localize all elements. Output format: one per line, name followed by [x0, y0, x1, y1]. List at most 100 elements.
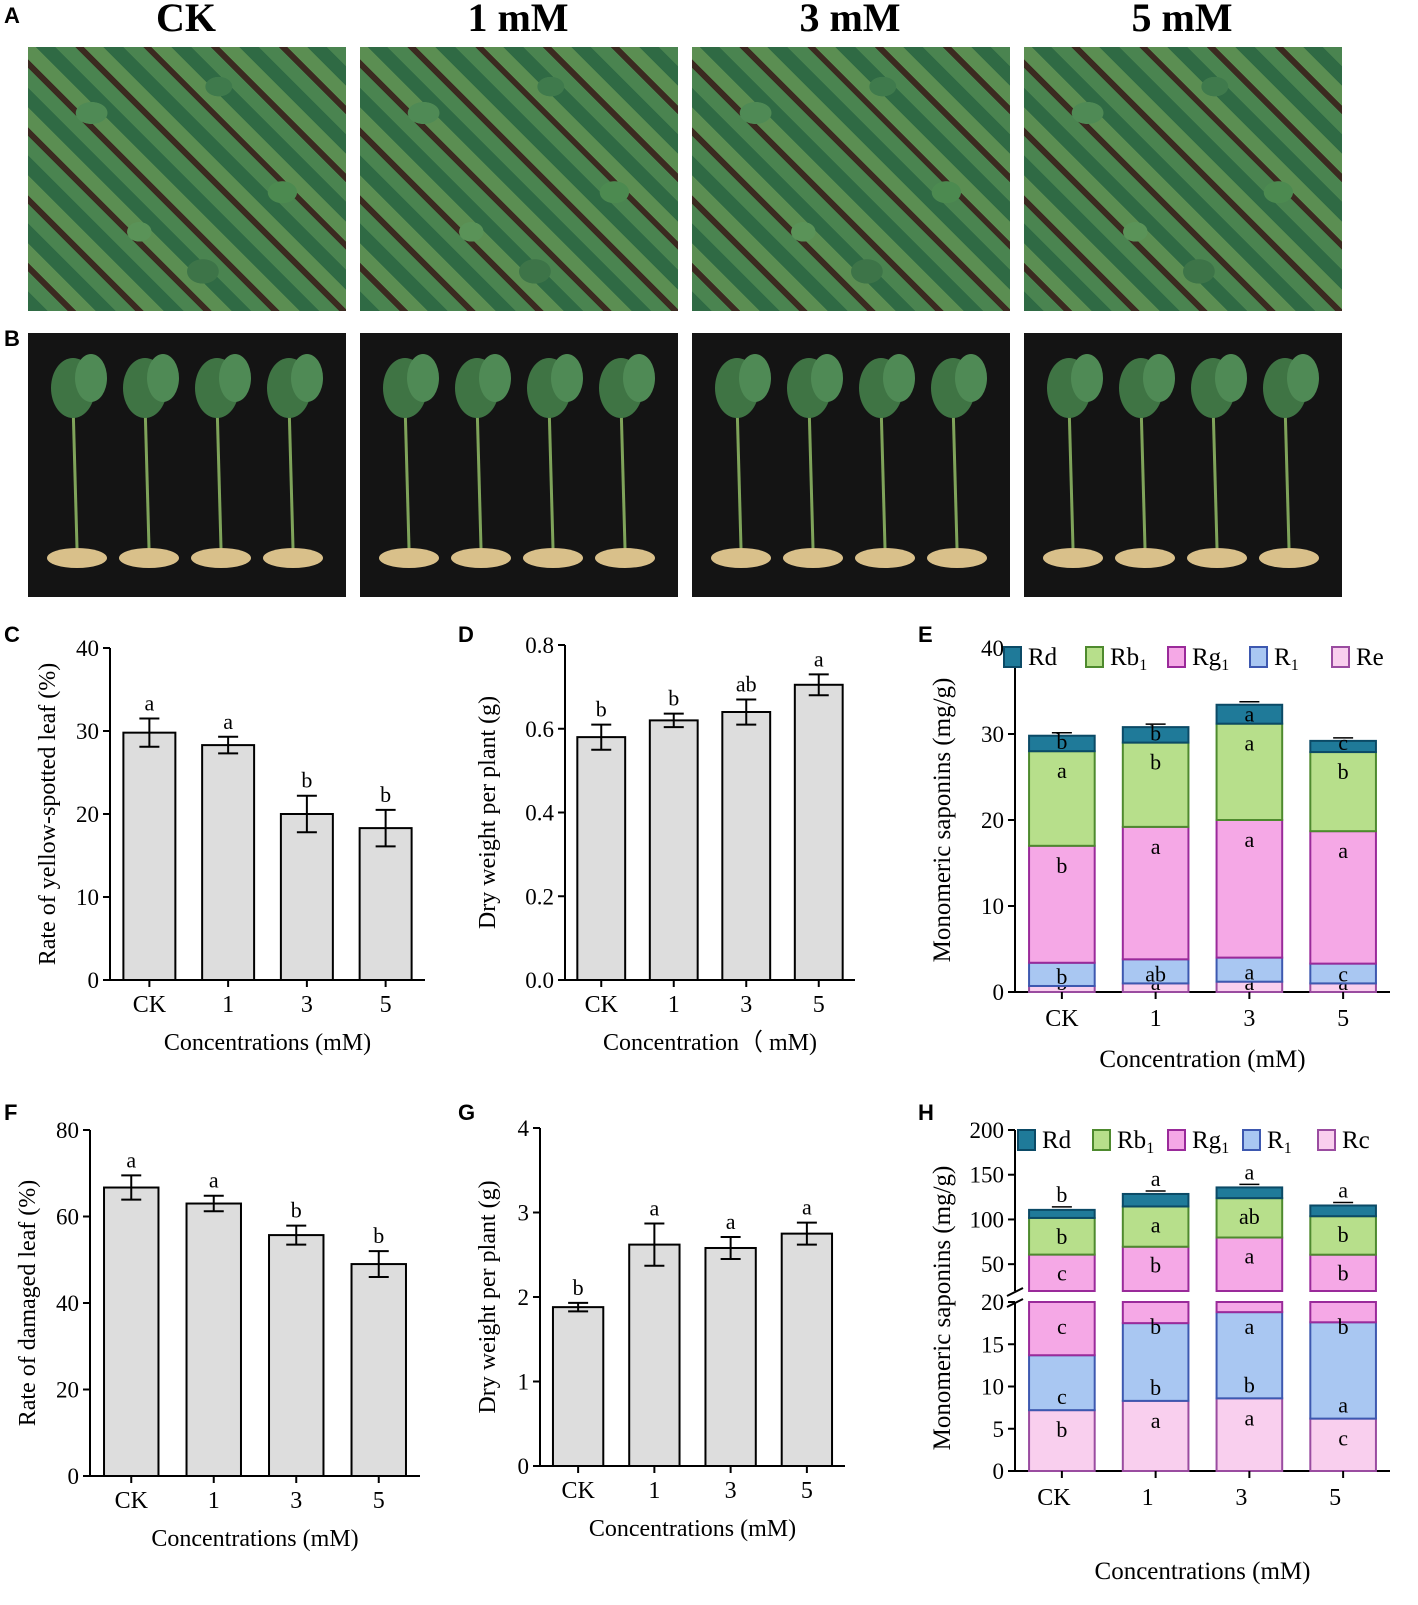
y-tick-label: 0 [88, 968, 100, 993]
plant-stem [403, 402, 411, 549]
bar [721, 711, 772, 981]
x-tick-label: CK [1045, 1006, 1079, 1032]
plant-stem [215, 402, 223, 549]
y-tick-label: 0.0 [525, 968, 554, 993]
x-tick-label: 1 [1150, 1006, 1162, 1032]
panel-letter-h: H [918, 1100, 934, 1125]
stack-segment [1028, 1208, 1096, 1219]
y-tick-label: 100 [970, 1207, 1005, 1232]
x-tick-label: 5 [373, 1488, 385, 1514]
legend-label: Re [1356, 644, 1384, 671]
x-tick-label: 1 [648, 1478, 660, 1504]
legend-swatch [1092, 1129, 1111, 1151]
significance-letter: b [1150, 1375, 1161, 1400]
significance-letter: a [1338, 1177, 1348, 1202]
y-tick-label: 5 [993, 1417, 1005, 1442]
plant-root [1259, 548, 1319, 568]
y-tick-label: 10 [981, 1375, 1004, 1400]
significance-letter: b [1056, 729, 1067, 754]
plant-leaf [551, 354, 583, 402]
plant-leaf [1143, 354, 1175, 402]
significance-letter: c [1338, 730, 1348, 755]
significance-letter: b [1056, 1417, 1067, 1442]
x-tick-label: 1 [208, 1488, 220, 1514]
plant-leaf [479, 354, 511, 402]
plant-stem [143, 402, 151, 549]
bar [350, 1263, 407, 1477]
plant-leaf [147, 354, 179, 402]
stack-segment [1121, 1322, 1190, 1402]
x-tick-label: CK [585, 992, 619, 1018]
bar [628, 1243, 681, 1467]
plant-stem [879, 402, 887, 549]
bar [358, 827, 413, 981]
y-axis-title: Monomeric saponins (mg/g) [929, 1166, 956, 1451]
plant-root [711, 548, 771, 568]
stack-segment [1309, 1253, 1377, 1293]
chart-dry-weight-d: 0.0 0.2 0.4 0.6 0.8 b CK b 1 ab 3 a 5 Concentration（ … [475, 633, 855, 1056]
panel-letter-e: E [918, 622, 933, 647]
significance-letter: b [380, 782, 391, 807]
plant-leaf [739, 354, 771, 402]
y-axis-title: Monomeric saponins (mg/g) [929, 678, 956, 963]
bar [551, 1306, 605, 1467]
bar [201, 744, 256, 981]
legend-label: Rb1 [1117, 1127, 1154, 1157]
legend-swatch [1249, 646, 1268, 668]
x-axis-title: Concentrations (mM) [164, 1030, 371, 1056]
bar [648, 719, 699, 981]
stack-segment [1121, 741, 1190, 828]
significance-letter: a [726, 1209, 736, 1234]
x-axis-title: Concentration（ mM) [603, 1030, 817, 1056]
plant-leaf [407, 354, 439, 402]
y-tick-label: 40 [981, 636, 1004, 661]
x-tick-label: CK [115, 1488, 149, 1514]
x-tick-label: 5 [1329, 1485, 1341, 1511]
significance-letter: b [301, 768, 312, 793]
significance-letter: c [1057, 1261, 1067, 1286]
x-tick-label: 5 [1337, 1006, 1349, 1032]
plant-leaf [219, 354, 251, 402]
significance-letter: b [1338, 1314, 1349, 1339]
y-tick-label: 0 [518, 1454, 530, 1479]
y-tick-label: 40 [56, 1291, 79, 1316]
plant-leaf [1287, 354, 1319, 402]
legend-label: Rc [1342, 1127, 1370, 1154]
bar [122, 731, 177, 981]
chart-saponins-h: 0510152050100150200bcccbbCKabbbaa1abaaab… [929, 1118, 1390, 1585]
significance-letter: a [1244, 827, 1254, 852]
bar [279, 813, 334, 981]
stack-segment [1215, 703, 1284, 725]
x-tick-label: CK [1037, 1485, 1071, 1511]
significance-letter: a [1244, 1405, 1254, 1430]
significance-letter: c [1057, 1384, 1067, 1409]
significance-letter: a [1057, 758, 1067, 783]
panel-letter-d: D [458, 622, 474, 647]
stack-segment [1028, 1301, 1096, 1357]
significance-letter: a [223, 709, 233, 734]
significance-letter: a [1151, 1166, 1161, 1191]
significance-letter: b [1338, 759, 1349, 784]
plant-root [451, 548, 511, 568]
significance-letter: a [1244, 960, 1254, 985]
plant-leaf [1215, 354, 1247, 402]
stack-segment [1309, 830, 1377, 965]
plant-stem [735, 402, 743, 549]
chart-saponins-e: 010203040bbbabCKaababb1aaaaa3acabc5Conce… [929, 636, 1390, 1073]
plant-stem [1283, 402, 1291, 549]
plant-root [379, 548, 439, 568]
y-tick-label: 20 [56, 1378, 79, 1403]
plant-root [783, 548, 843, 568]
y-tick-label: 20 [981, 808, 1004, 833]
y-tick-label: 0 [68, 1464, 80, 1489]
plant-root [47, 548, 107, 568]
x-tick-label: 3 [1243, 1006, 1255, 1032]
y-tick-label: 60 [56, 1205, 79, 1230]
significance-letter: a [1244, 731, 1254, 756]
legend-swatch [1167, 1129, 1186, 1151]
legend-swatch [1003, 646, 1022, 668]
significance-letter: a [144, 691, 154, 716]
stack-segment [1121, 1245, 1190, 1293]
legend-swatch [1331, 646, 1350, 668]
x-tick-label: 1 [222, 992, 234, 1018]
